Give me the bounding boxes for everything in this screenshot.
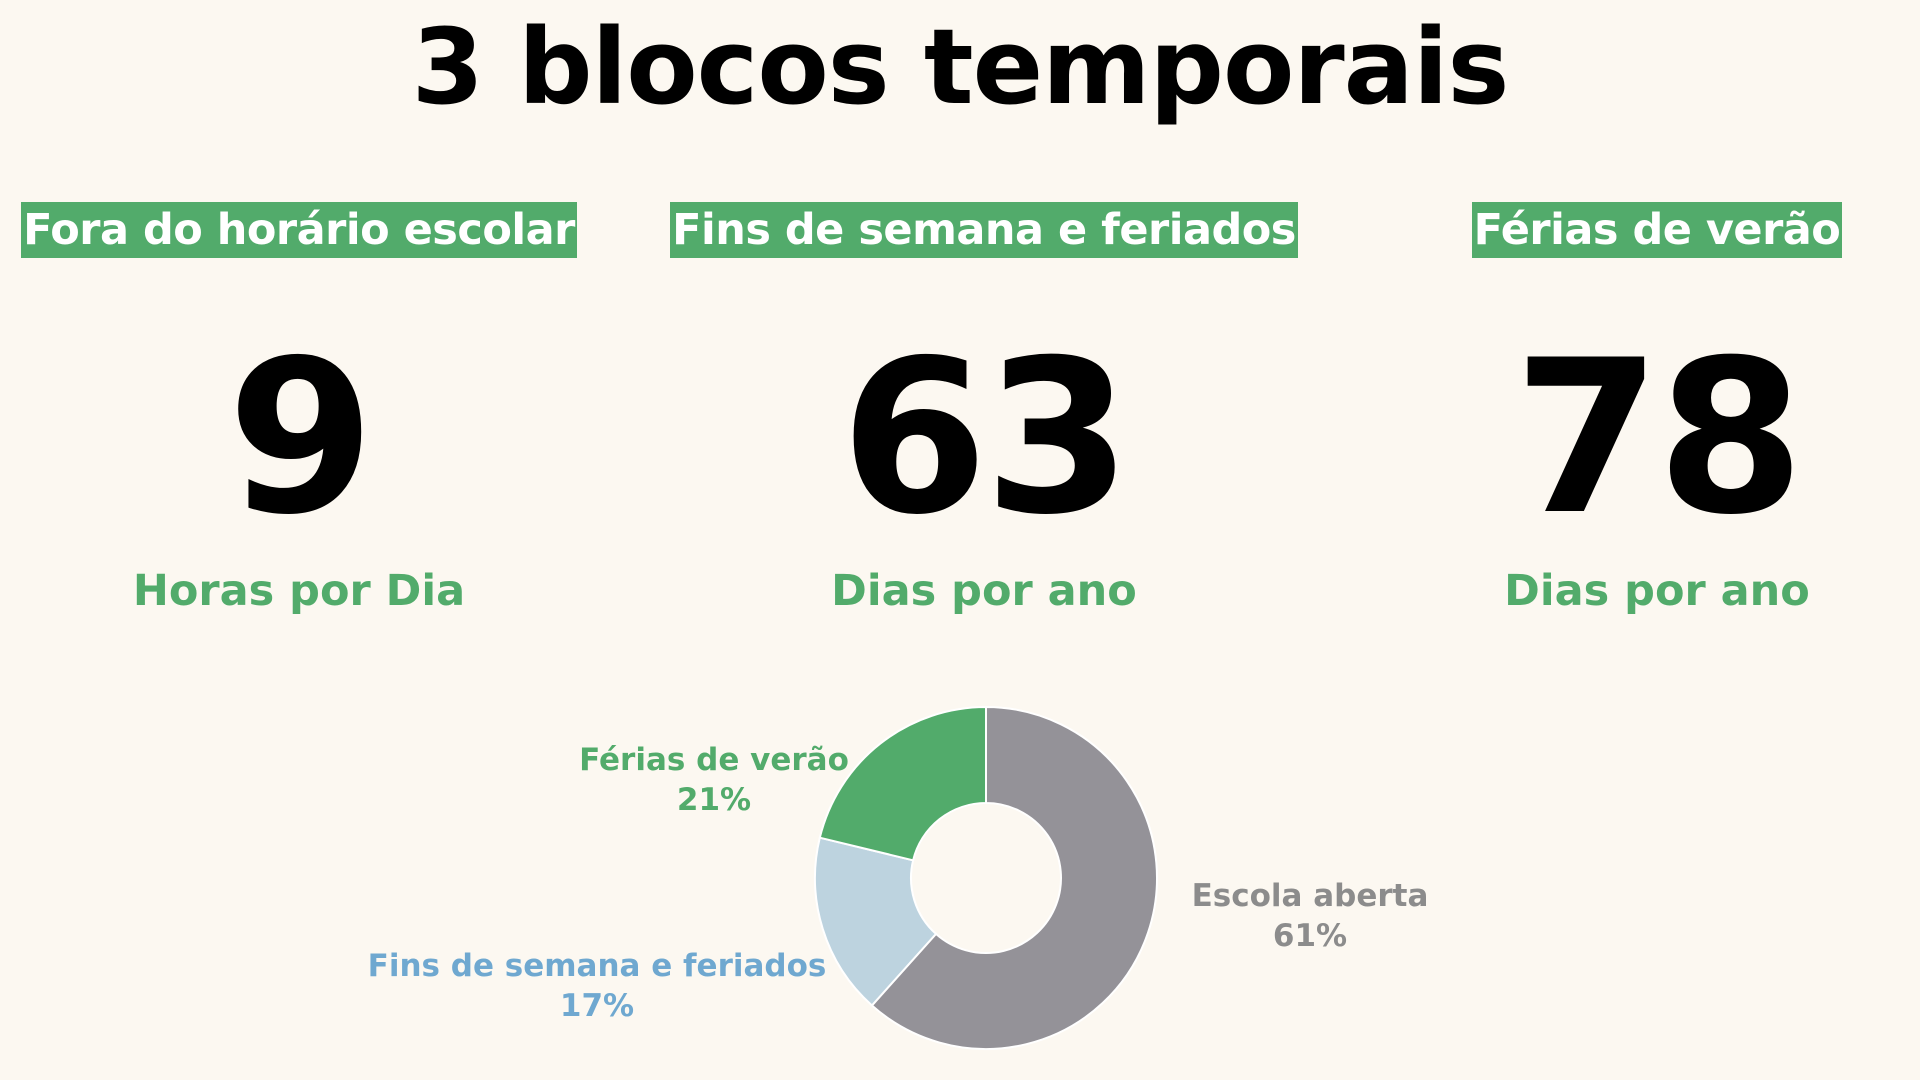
- donut-slice-school-open: [870, 705, 1158, 1050]
- block-summer-vacation: Férias de verão 78 Dias por ano: [1468, 202, 1846, 619]
- block-unit: Dias por ano: [1504, 566, 1810, 616]
- donut-chart: Escola aberta 61% Fins de semana e feriado…: [368, 705, 1429, 1050]
- block-label: Férias de verão: [1471, 202, 1843, 258]
- block-after-school: Fora do horário escolar 9 Horas por Dia: [12, 202, 586, 619]
- donut-label-weekends-name: Fins de semana e feriados: [368, 948, 827, 984]
- donut-label-summer-name: Férias de verão: [579, 742, 849, 778]
- donut-slice-summer: [818, 705, 987, 862]
- block-label: Fora do horário escolar: [21, 202, 577, 258]
- page-title: 3 blocos temporais: [411, 6, 1510, 128]
- block-unit: Horas por Dia: [132, 566, 466, 616]
- donut-label-summer-value: 21%: [677, 782, 751, 818]
- block-unit: Dias por ano: [831, 566, 1137, 616]
- block-value: 9: [227, 314, 375, 561]
- donut-label-school-open-value: 61%: [1273, 918, 1347, 954]
- block-value: 63: [840, 314, 1131, 561]
- donut-label-weekends-value: 17%: [560, 988, 634, 1024]
- block-label: Fins de semana e feriados: [670, 202, 1298, 258]
- block-weekends-holidays: Fins de semana e feriados 63 Dias por an…: [657, 202, 1311, 619]
- donut-slice-weekends: [814, 836, 938, 1007]
- donut-label-school-open-name: Escola aberta: [1192, 878, 1429, 914]
- block-value: 78: [1513, 314, 1804, 561]
